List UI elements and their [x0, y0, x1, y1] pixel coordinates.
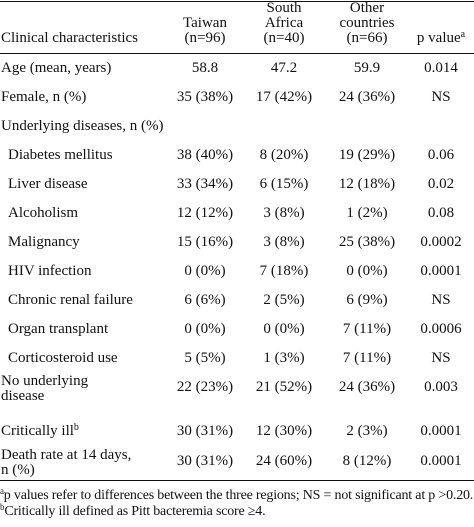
cell-p-value: 0.0001 — [420, 263, 462, 279]
footnote-a-text: p values refer to differences between th… — [3, 488, 474, 503]
row-label-sup: b — [73, 422, 79, 433]
cell-other: 7 (11%) — [342, 321, 392, 337]
row-label: Chronic renal failure — [8, 292, 133, 308]
cell-other: 24 (36%) — [338, 89, 396, 105]
header-taiwan: Taiwan (n=96) — [162, 16, 248, 46]
cell-other: 2 (3%) — [346, 423, 388, 439]
row-label: Critically illb — [1, 422, 79, 439]
cell-p-value: 0.02 — [427, 176, 455, 192]
header-taiwan-line1: Taiwan — [183, 15, 227, 31]
row-label: Death rate at 14 days, n (%) — [1, 448, 131, 478]
header-south-africa-line1: South — [266, 0, 302, 16]
cell-taiwan: 38 (40%) — [176, 147, 234, 163]
footnote-b-text: Critically ill defined as Pitt bacteremi… — [4, 504, 266, 519]
header-label-col: Clinical characteristics — [1, 30, 139, 46]
cell-p-value: 0.0002 — [420, 234, 462, 250]
cell-p-value: 0.0001 — [420, 423, 462, 439]
cell-p-value: 0.003 — [424, 379, 458, 395]
footnote-b-sup: b — [0, 502, 5, 512]
header-south-africa-line2: Africa — [264, 15, 304, 31]
cell-south-africa: 12 (30%) — [255, 423, 313, 439]
cell-taiwan: 6 (6%) — [184, 292, 226, 308]
cell-south-africa: 8 (20%) — [259, 147, 309, 163]
cell-south-africa: 2 (5%) — [263, 292, 305, 308]
cell-p-value: NS — [431, 89, 451, 105]
cell-south-africa: 3 (8%) — [263, 205, 305, 221]
row-label: HIV infection — [8, 263, 92, 279]
cell-other: 12 (18%) — [338, 176, 396, 192]
row-label: Liver disease — [8, 176, 88, 192]
cell-other: 0 (0%) — [346, 263, 388, 279]
row-label-line1: No underlying — [1, 373, 89, 389]
row-label-text: Critically ill — [1, 423, 74, 439]
cell-taiwan: 30 (31%) — [176, 453, 234, 469]
cell-south-africa: 24 (60%) — [255, 453, 313, 469]
header-p-value-sup: a — [460, 29, 466, 40]
row-label-line2: disease — [1, 388, 45, 404]
cell-other: 6 (9%) — [346, 292, 388, 308]
cell-taiwan: 12 (12%) — [176, 205, 234, 221]
footnote-b: bCritically ill defined as Pitt bacterem… — [0, 502, 266, 519]
row-label: Underlying diseases, n (%) — [1, 118, 164, 134]
row-label: Corticosteroid use — [8, 350, 118, 366]
cell-south-africa: 7 (18%) — [259, 263, 309, 279]
cell-taiwan: 0 (0%) — [184, 321, 226, 337]
header-other-countries: Other countries (n=66) — [327, 1, 407, 46]
row-label: No underlying disease — [1, 374, 88, 404]
cell-south-africa: 3 (8%) — [263, 234, 305, 250]
row-label-line2: n (%) — [1, 462, 35, 478]
cell-other: 19 (29%) — [338, 147, 396, 163]
cell-p-value: NS — [431, 292, 451, 308]
cell-p-value: 0.06 — [427, 147, 455, 163]
footnote-a: ap values refer to differences between t… — [0, 486, 474, 503]
cell-p-value: 0.0001 — [420, 453, 462, 469]
header-south-africa: South Africa (n=40) — [247, 1, 321, 46]
header-other-line2: countries — [339, 15, 395, 31]
cell-other: 24 (36%) — [338, 379, 396, 395]
cell-taiwan: 35 (38%) — [176, 89, 234, 105]
cell-p-value: NS — [431, 350, 451, 366]
cell-taiwan: 33 (34%) — [176, 176, 234, 192]
header-taiwan-line2: (n=96) — [184, 30, 226, 46]
cell-other: 25 (38%) — [338, 234, 396, 250]
cell-other: 8 (12%) — [342, 453, 392, 469]
cell-taiwan: 15 (16%) — [176, 234, 234, 250]
row-label: Female, n (%) — [1, 89, 87, 105]
cell-taiwan: 0 (0%) — [184, 263, 226, 279]
cell-south-africa: 17 (42%) — [255, 89, 313, 105]
row-label: Diabetes mellitus — [8, 147, 113, 163]
cell-p-value: 0.014 — [424, 60, 458, 76]
cell-taiwan: 30 (31%) — [176, 423, 234, 439]
table-bottom-rule — [0, 480, 474, 481]
header-other-line1: Other — [349, 0, 385, 16]
header-south-africa-line3: (n=40) — [263, 30, 305, 46]
row-label: Organ transplant — [8, 321, 109, 337]
cell-south-africa: 1 (3%) — [263, 350, 305, 366]
row-label: Age (mean, years) — [1, 60, 112, 76]
cell-p-value: 0.08 — [427, 205, 455, 221]
row-label-line1: Death rate at 14 days, — [1, 447, 132, 463]
row-label: Malignancy — [8, 234, 80, 250]
header-p-value-label: p value — [416, 30, 461, 46]
header-p-value: p valuea — [408, 29, 474, 46]
row-label: Alcoholism — [8, 205, 78, 221]
table-header-rule — [0, 53, 474, 54]
cell-taiwan: 22 (23%) — [176, 379, 234, 395]
cell-other: 7 (11%) — [342, 350, 392, 366]
header-other-line3: (n=66) — [346, 30, 388, 46]
cell-other: 1 (2%) — [346, 205, 388, 221]
cell-south-africa: 6 (15%) — [259, 176, 309, 192]
cell-taiwan: 58.8 — [191, 60, 219, 76]
cell-taiwan: 5 (5%) — [184, 350, 226, 366]
cell-other: 59.9 — [353, 60, 381, 76]
footnote-a-sup: a — [0, 486, 4, 496]
cell-p-value: 0.0006 — [420, 321, 462, 337]
table-top-rule — [0, 1, 474, 2]
cell-south-africa: 47.2 — [270, 60, 298, 76]
cell-south-africa: 0 (0%) — [263, 321, 305, 337]
cell-south-africa: 21 (52%) — [255, 379, 313, 395]
